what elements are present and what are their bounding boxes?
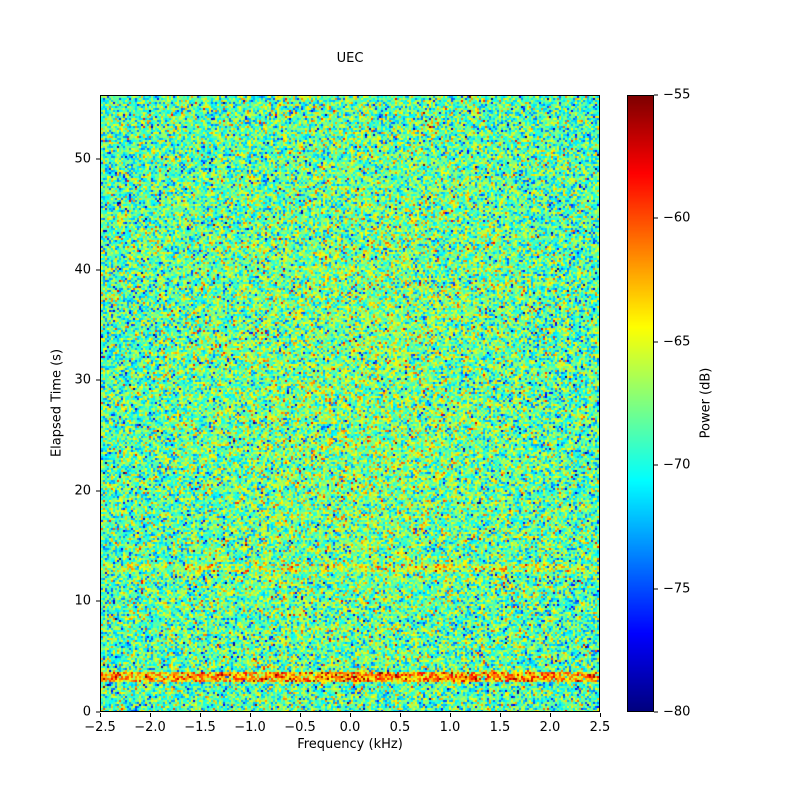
- y-tick-label: 0: [82, 704, 91, 720]
- colorbar-tick-label: −60: [663, 210, 691, 226]
- x-tick-mark: [200, 713, 201, 717]
- x-tick-mark: [100, 713, 101, 717]
- colorbar-tick-label: −80: [663, 704, 691, 720]
- colorbar-canvas: [628, 96, 653, 711]
- y-tick-mark: [96, 600, 100, 602]
- spectrogram-canvas: [101, 96, 599, 711]
- y-tick-label: 40: [74, 262, 91, 278]
- colorbar: [627, 95, 654, 712]
- x-tick-label: −2.5: [84, 720, 116, 735]
- x-tick-mark: [150, 713, 151, 717]
- chart-title: UEC: [336, 51, 364, 66]
- colorbar-tick-mark: [654, 464, 658, 466]
- x-axis-label: Frequency (kHz): [297, 737, 403, 752]
- y-tick-mark: [96, 379, 100, 381]
- x-tick-label: 2.5: [589, 720, 611, 735]
- colorbar-tick-label: −75: [663, 581, 691, 597]
- colorbar-ticks: −55 −60 −65 −70 −75 −80: [654, 88, 724, 720]
- y-tick-label: 50: [74, 151, 91, 167]
- colorbar-tick-label: −65: [663, 334, 691, 350]
- x-tick-mark: [600, 713, 601, 717]
- x-tick-label: −1.0: [234, 720, 266, 735]
- x-tick-label: 0.5: [389, 720, 411, 735]
- x-tick-label: 1.5: [489, 720, 511, 735]
- y-axis-ticks: 0 10 20 30 40 50: [0, 95, 100, 720]
- x-tick-mark: [350, 713, 351, 717]
- x-axis-ticks: −2.5 −2.0 −1.5 −1.0 −0.5 0.0 0.5 1.0 1.5 2.0 2.5: [84, 712, 610, 742]
- y-tick-label: 30: [74, 372, 91, 388]
- colorbar-tick-mark: [654, 341, 658, 343]
- colorbar-label: Power (dB): [698, 367, 714, 439]
- x-tick-mark: [450, 713, 451, 717]
- x-tick-mark: [250, 713, 251, 717]
- spectrogram-plot-area: [100, 95, 600, 712]
- colorbar-tick-mark: [654, 588, 658, 590]
- x-tick-label: −2.0: [134, 720, 166, 735]
- colorbar-tick-label: −55: [663, 87, 691, 103]
- x-tick-label: 0.0: [339, 720, 361, 735]
- x-tick-mark: [550, 713, 551, 717]
- x-tick-mark: [500, 713, 501, 717]
- x-tick-label: −1.5: [184, 720, 216, 735]
- y-tick-label: 10: [74, 593, 91, 609]
- x-tick-label: 2.0: [539, 720, 561, 735]
- y-tick-mark: [96, 158, 100, 160]
- y-tick-label: 20: [74, 483, 91, 499]
- colorbar-tick-mark: [654, 711, 658, 713]
- x-tick-mark: [300, 713, 301, 717]
- x-tick-label: −0.5: [284, 720, 316, 735]
- colorbar-tick-label: −70: [663, 457, 691, 473]
- y-tick-mark: [96, 711, 100, 713]
- y-tick-mark: [96, 269, 100, 271]
- x-tick-label: 1.0: [439, 720, 461, 735]
- colorbar-tick-mark: [654, 217, 658, 219]
- y-tick-mark: [96, 490, 100, 492]
- x-tick-mark: [400, 713, 401, 717]
- colorbar-tick-mark: [654, 94, 658, 96]
